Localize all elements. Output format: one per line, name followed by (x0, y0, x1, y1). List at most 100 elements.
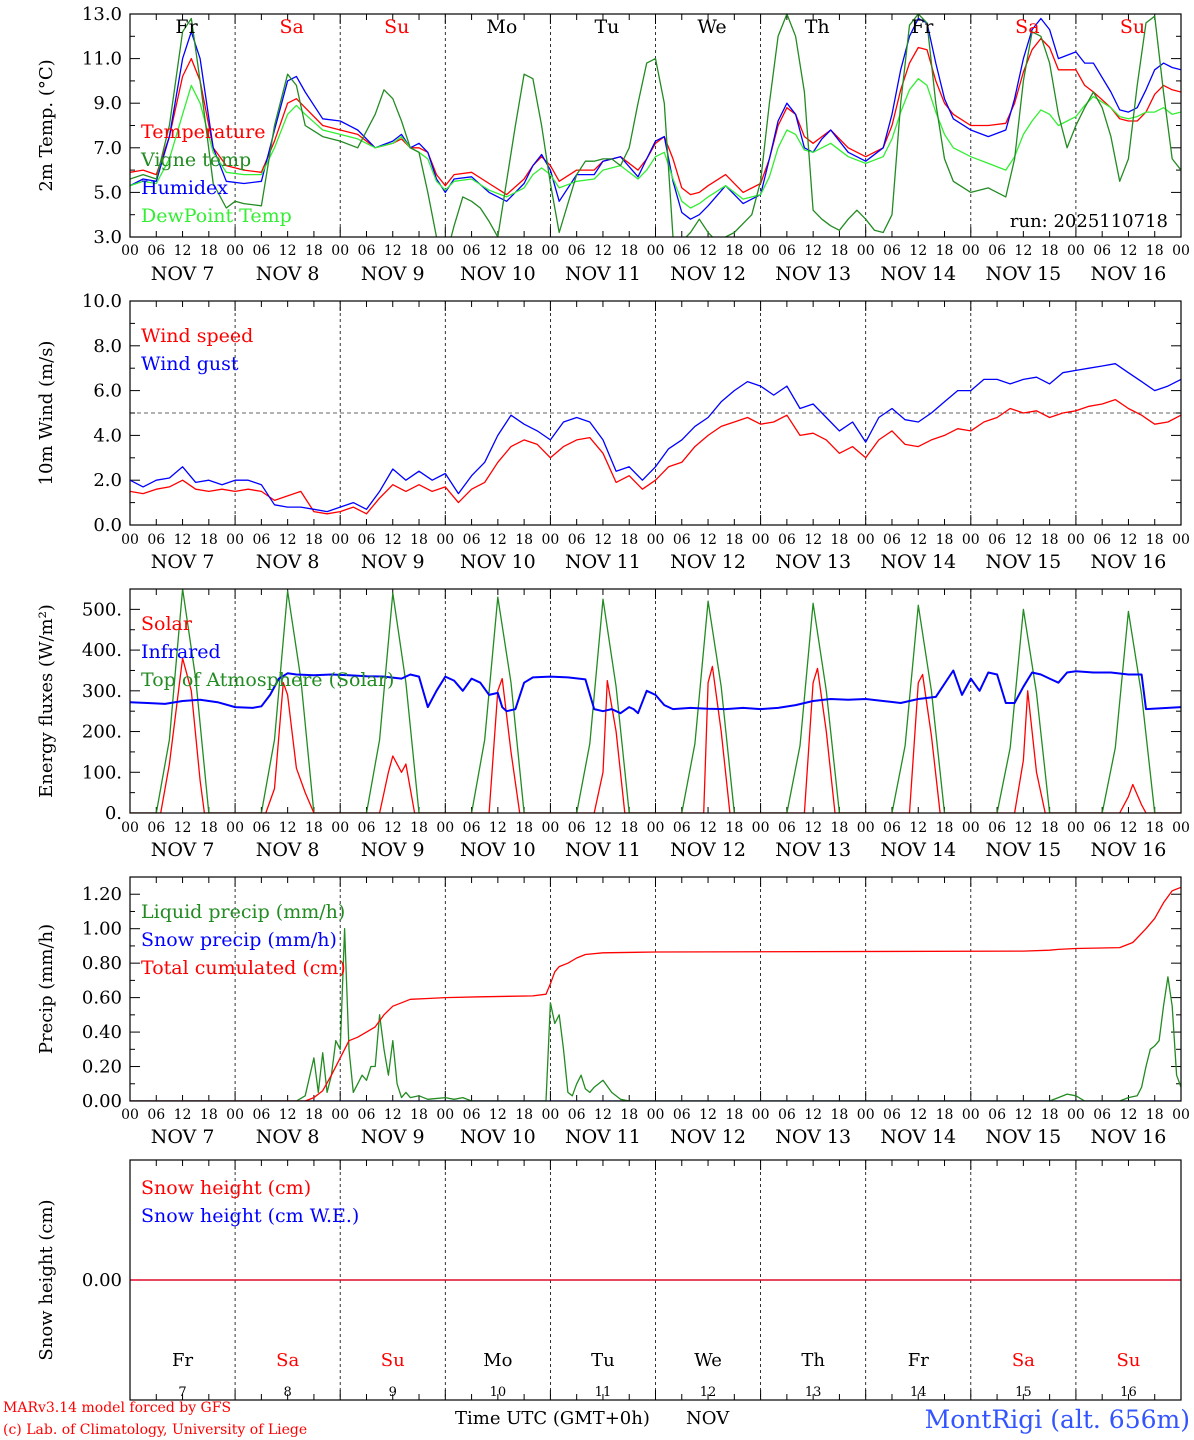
hour-tick-label: 00 (226, 1107, 244, 1123)
hour-tick-label: 06 (673, 1107, 691, 1123)
station-label: MontRigi (alt. 656m) (925, 1405, 1190, 1434)
hour-tick-label: 00 (436, 820, 454, 836)
date-label: NOV 12 (670, 839, 746, 861)
hour-tick-label: 18 (410, 532, 428, 548)
hour-tick-label: 12 (594, 243, 612, 259)
series-line-humidex (130, 17, 1181, 220)
hour-tick-label: 00 (226, 532, 244, 548)
hour-tick-label: 06 (883, 820, 901, 836)
hour-tick-label: 18 (725, 532, 743, 548)
date-label: NOV 10 (460, 551, 536, 573)
hour-tick-label: 18 (620, 820, 638, 836)
bottom-day-label: 11 (595, 1385, 612, 1400)
date-label: NOV 16 (1091, 839, 1167, 861)
date-label: NOV 16 (1091, 1126, 1167, 1148)
hour-tick-label: 00 (962, 532, 980, 548)
hour-tick-label: 00 (647, 1107, 665, 1123)
legend-entry: Temperature (141, 121, 265, 143)
date-label: NOV 8 (256, 1126, 320, 1148)
hour-tick-label: 06 (463, 1107, 481, 1123)
x-axis-title-month: NOV (686, 1408, 730, 1429)
hour-tick-label: 00 (436, 243, 454, 259)
date-label: NOV 8 (256, 839, 320, 861)
credits-model: MARv3.14 model forced by GFS (3, 1400, 231, 1416)
weekday-label: Fr (911, 16, 934, 38)
y-tick-label: 300. (82, 681, 122, 702)
hour-tick-label: 12 (384, 243, 402, 259)
panel-snow: 0.00 Snow height (cm) Snow height (cm) Snow… (36, 1159, 1182, 1401)
hour-tick-label: 12 (489, 243, 507, 259)
hour-tick-label: 12 (594, 532, 612, 548)
hour-tick-label: 18 (1041, 532, 1059, 548)
y-tick-label: 4.0 (93, 425, 122, 446)
bottom-day-label: 9 (389, 1385, 397, 1400)
hour-tick-label: 06 (147, 820, 165, 836)
hour-tick-label: 00 (962, 820, 980, 836)
y-tick-label: 0.00 (82, 1270, 122, 1291)
date-label: NOV 15 (985, 839, 1061, 861)
hour-tick-label: 06 (463, 243, 481, 259)
weekday-label: Tu (591, 1350, 615, 1371)
series-line-wind-speed (130, 398, 1181, 515)
hour-tick-label: 06 (673, 243, 691, 259)
hour-tick-label: 06 (1093, 1107, 1111, 1123)
y-tick-label: 0.40 (82, 1022, 122, 1043)
bottom-day-label: 14 (910, 1385, 927, 1400)
weekday-label: Fr (175, 16, 198, 38)
weekday-label: Sa (279, 16, 303, 38)
hour-tick-label: 12 (594, 1107, 612, 1123)
hour-tick-label: 18 (831, 532, 849, 548)
bottom-day-label: 15 (1015, 1385, 1032, 1400)
series-group (130, 14, 1181, 237)
weekday-label: Fr (172, 1350, 193, 1371)
weekday-label: Sa (1015, 16, 1039, 38)
hour-tick-label: 06 (988, 532, 1006, 548)
hour-tick-label: 12 (909, 820, 927, 836)
hour-tick-label: 12 (699, 820, 717, 836)
series-line-temperature (130, 37, 1181, 196)
date-label: NOV 9 (361, 839, 425, 861)
hour-tick-label: 12 (489, 532, 507, 548)
hour-tick-label: 06 (358, 820, 376, 836)
hour-tick-label: 18 (725, 243, 743, 259)
hour-tick-label: 18 (515, 820, 533, 836)
panel-wind: 0.0 2.0 4.0 6.0 8.0 10.0 10m Wind (m/s) Wind sp… (36, 291, 1190, 573)
hour-tick-label: 06 (883, 1107, 901, 1123)
weekday-label: Tu (594, 16, 619, 38)
hour-tick-label: 00 (647, 532, 665, 548)
hour-tick-label: 06 (988, 243, 1006, 259)
hour-tick-label: 00 (752, 820, 770, 836)
hour-tick-label: 06 (358, 1107, 376, 1123)
y-tick-label: 200. (82, 722, 122, 743)
weekday-label: Su (1120, 16, 1145, 38)
panel-frame (129, 588, 1182, 814)
hour-tick-label: 06 (252, 532, 270, 548)
date-label: NOV 11 (565, 1126, 641, 1148)
hour-tick-label: 18 (410, 1107, 428, 1123)
y-axis-title: Snow height (cm) (36, 1199, 57, 1360)
weekday-label: We (694, 1350, 722, 1371)
weekday-label: Th (805, 16, 830, 38)
hour-tick-label: 12 (699, 243, 717, 259)
series-line-dewpoint-temp (130, 78, 1181, 209)
hour-tick-label: 12 (1120, 243, 1138, 259)
date-label: NOV 10 (460, 839, 536, 861)
hour-tick-label: 00 (1172, 820, 1190, 836)
hour-tick-label: 00 (121, 532, 139, 548)
hour-tick-label: 00 (121, 243, 139, 259)
date-label: NOV 12 (670, 551, 746, 573)
date-label: NOV 12 (670, 263, 746, 285)
date-label: NOV 10 (460, 1126, 536, 1148)
hour-tick-label: 12 (489, 820, 507, 836)
hour-tick-label: 18 (200, 1107, 218, 1123)
hour-tick-label: 12 (909, 243, 927, 259)
date-label: NOV 16 (1091, 551, 1167, 573)
hour-tick-label: 18 (620, 532, 638, 548)
hour-tick-label: 06 (463, 532, 481, 548)
hour-tick-label: 18 (410, 243, 428, 259)
date-label: NOV 11 (565, 839, 641, 861)
hour-tick-label: 18 (620, 243, 638, 259)
hour-tick-label: 06 (778, 1107, 796, 1123)
hour-tick-label: 06 (1093, 243, 1111, 259)
